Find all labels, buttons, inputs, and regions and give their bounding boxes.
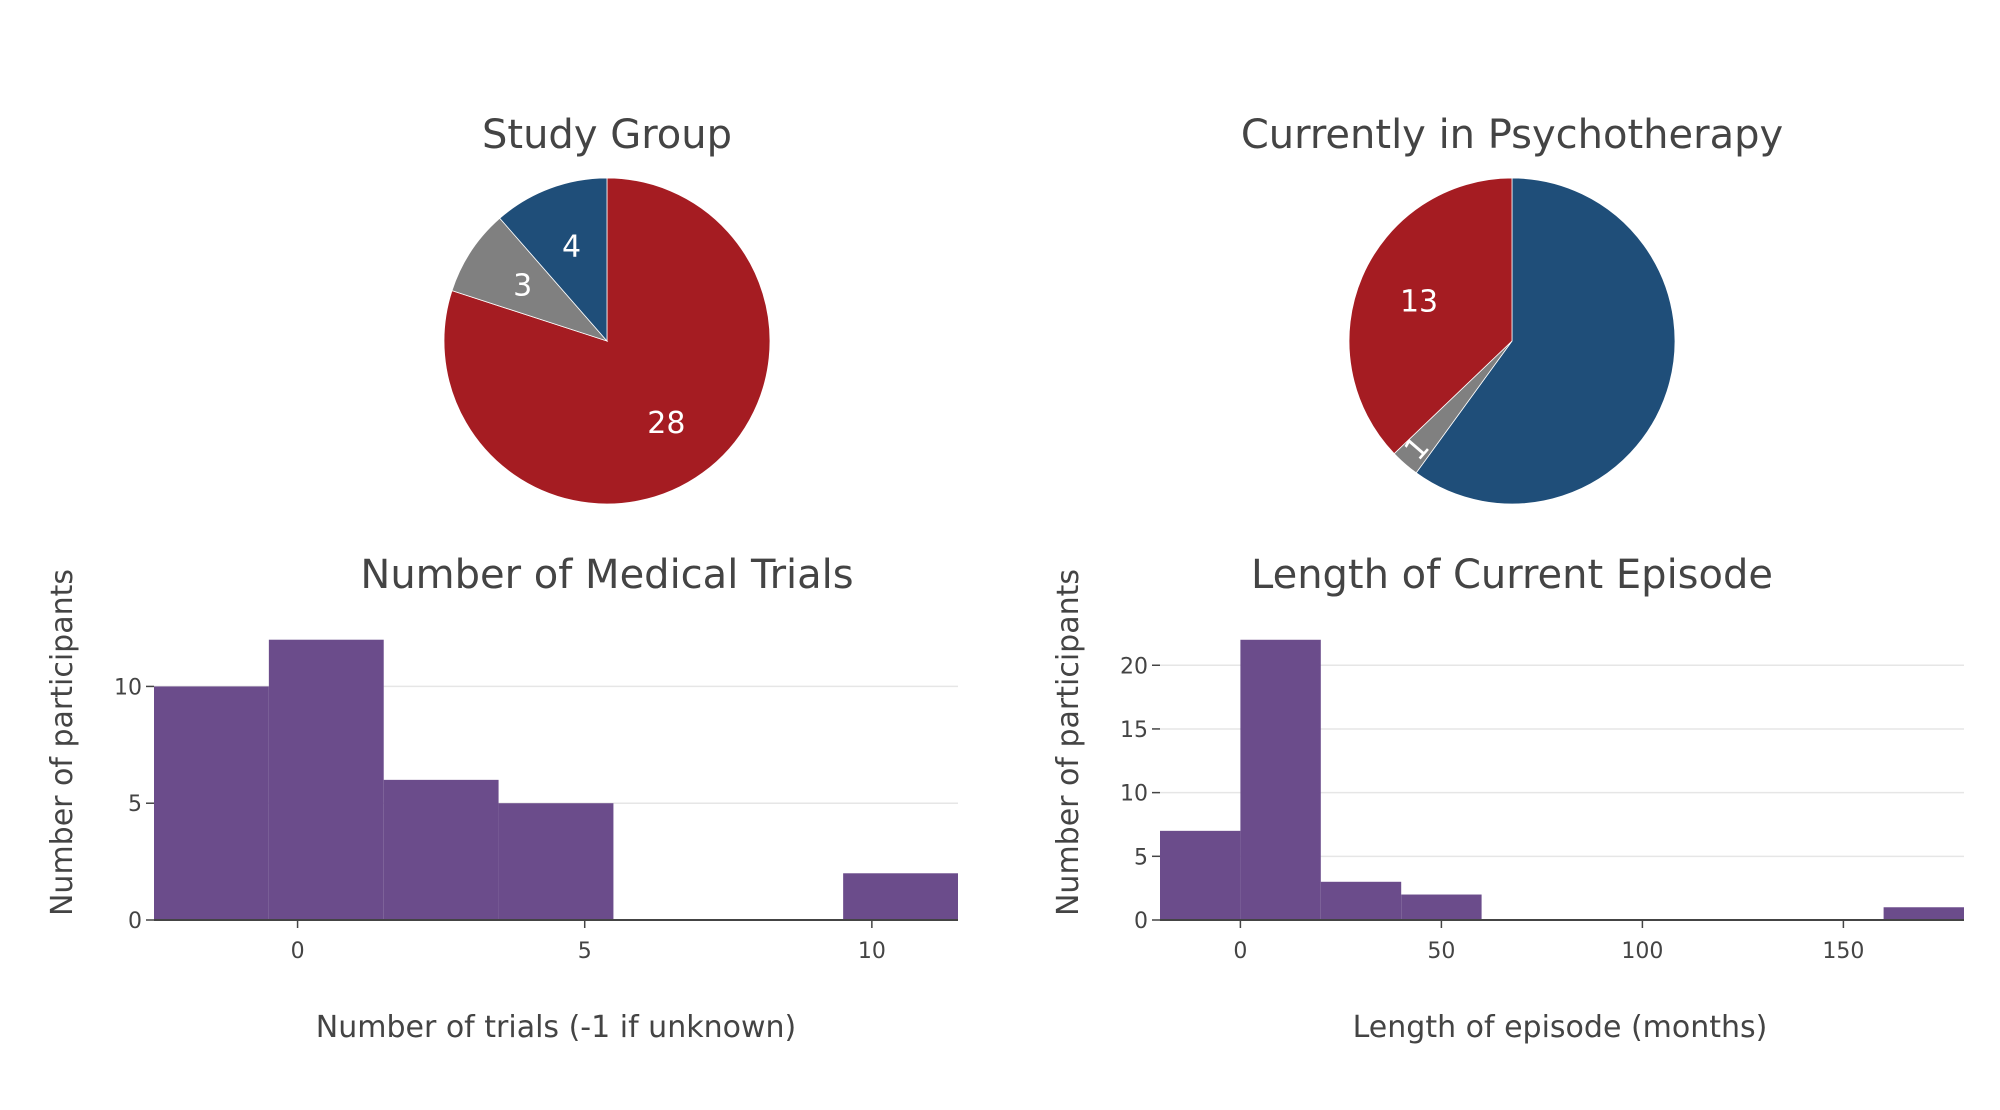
y-axis-title: Number of participants [45, 569, 80, 916]
histogram-bar [1240, 639, 1321, 920]
chart-title: Number of Medical Trials [360, 552, 853, 598]
histogram-2: 0 5 10 0 5 10 Number of Medical Trials Number o… [45, 552, 958, 1045]
pie-slice-label: 28 [647, 406, 685, 441]
pie-slice [1348, 177, 1513, 455]
y-tick-label: 0 [1134, 909, 1148, 934]
x-tick-label: 5 [578, 939, 592, 964]
x-tick-label: 100 [1621, 939, 1663, 964]
histogram-bar [843, 873, 958, 920]
pie-slice-label: 13 [1400, 284, 1438, 319]
pie-slice [499, 177, 608, 343]
y-tick-label: 5 [1134, 845, 1148, 870]
y-tick-label: 0 [128, 909, 142, 934]
y-tick-label: 10 [114, 675, 142, 700]
x-tick-label: 10 [858, 939, 886, 964]
chart-title: Length of Current Episode [1251, 552, 1773, 598]
y-axis-title: Number of participants [1051, 569, 1086, 916]
x-tick-label: 0 [1233, 939, 1247, 964]
pie-slice [443, 177, 771, 505]
chart-title: Study Group [482, 112, 732, 158]
histogram-bar [498, 803, 614, 920]
x-axis-title: Number of trials (-1 if unknown) [316, 1010, 796, 1045]
y-tick-label: 5 [128, 792, 142, 817]
x-axis-title: Length of episode (months) [1353, 1010, 1768, 1045]
histogram-bar [268, 639, 384, 920]
pie-slice-label: 3 [513, 268, 532, 303]
histogram-bar [154, 686, 269, 920]
pie-slice [451, 217, 609, 342]
histogram-bar [1883, 907, 1964, 920]
histogram-bar [1401, 894, 1482, 920]
pie-chart-0: Study Group 28 34 [443, 112, 771, 505]
y-tick-label: 10 [1120, 782, 1148, 807]
x-tick-label: 50 [1427, 939, 1455, 964]
y-tick-label: 20 [1120, 654, 1148, 679]
histogram-3: 0 5 10 15 20 0 50 100 150 Length of Current Episo… [1051, 552, 1964, 1045]
x-tick-label: 150 [1822, 939, 1864, 964]
chart-title: Currently in Psychotherapy [1241, 112, 1783, 158]
histogram-bar [383, 779, 499, 920]
histogram-bar [1320, 881, 1402, 920]
histogram-bar [1160, 830, 1241, 920]
x-tick-label: 0 [291, 939, 305, 964]
pie-slice [1415, 177, 1676, 505]
pie-slice-label: 4 [562, 229, 581, 264]
y-tick-label: 15 [1120, 718, 1148, 743]
